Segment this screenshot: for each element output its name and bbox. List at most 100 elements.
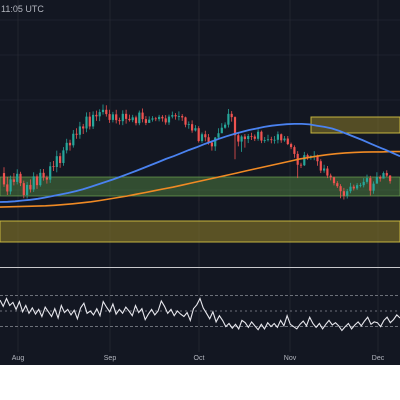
- candle-body: [263, 140, 266, 141]
- candle-body: [247, 136, 250, 140]
- candle-body: [121, 113, 124, 122]
- candle-body: [82, 126, 85, 129]
- candle-body: [243, 136, 246, 140]
- candlestick-chart: Aug Sep Oct Nov Dec: [0, 0, 400, 362]
- yellow-resistance-zone: [310, 116, 400, 134]
- candle-body: [9, 179, 12, 192]
- candle-body: [177, 116, 180, 117]
- candle-body: [227, 113, 230, 125]
- moving-average-fast-line: [0, 123, 400, 203]
- candle-body: [359, 185, 362, 186]
- candle-body: [197, 128, 200, 142]
- candle-body: [250, 136, 253, 137]
- candle-body: [290, 144, 293, 148]
- candle-body: [108, 114, 111, 120]
- candle-body: [6, 184, 9, 192]
- candle-body: [385, 173, 388, 176]
- candle-body: [266, 139, 270, 141]
- x-tick-label: Dec: [372, 355, 385, 362]
- candle-body: [220, 127, 223, 134]
- candle-body: [379, 177, 382, 179]
- candle-body: [35, 176, 39, 186]
- candle-body: [151, 118, 154, 120]
- candle-body: [125, 113, 128, 119]
- candle-body: [49, 166, 52, 180]
- candle-body: [326, 168, 329, 176]
- candle-body: [141, 112, 144, 120]
- candle-body: [303, 155, 306, 166]
- candle-body: [253, 136, 256, 139]
- candle-body: [382, 173, 385, 179]
- price-chart-panel[interactable]: Aug Sep Oct Nov Dec 11:05 UTC: [0, 0, 400, 365]
- candle-body: [200, 134, 204, 142]
- candle-body: [131, 117, 134, 121]
- candle-body: [214, 137, 217, 147]
- candle-body: [276, 134, 279, 140]
- candle-body: [365, 178, 369, 182]
- candle-body: [369, 178, 372, 191]
- candle-body: [148, 119, 151, 123]
- candle-body: [299, 164, 303, 166]
- candle-body: [158, 116, 161, 120]
- candle-body: [111, 114, 114, 120]
- candle-body: [336, 183, 339, 187]
- candle-body: [19, 173, 22, 184]
- x-tick-label: Oct: [194, 355, 205, 362]
- candle-body: [306, 155, 309, 158]
- candle-body: [171, 115, 174, 117]
- candle-body: [128, 118, 131, 121]
- candle-body: [39, 172, 42, 186]
- candle-body: [138, 112, 141, 124]
- candle-body: [164, 118, 167, 123]
- candle-body: [12, 179, 15, 182]
- candle-body: [349, 186, 352, 192]
- candle-body: [95, 114, 98, 117]
- candle-body: [92, 114, 95, 127]
- candle-body: [32, 176, 35, 190]
- candle-body: [319, 161, 322, 171]
- candle-body: [174, 115, 177, 117]
- candle-body: [65, 142, 68, 151]
- candle-body: [191, 124, 194, 131]
- x-tick-label: Sep: [104, 355, 117, 362]
- candle-body: [362, 181, 365, 186]
- candle-body: [118, 120, 121, 122]
- candle-body: [98, 112, 101, 117]
- candle-body: [29, 184, 32, 190]
- yellow-lower-zone: [0, 220, 400, 243]
- candle-body: [224, 124, 227, 128]
- candle-body: [161, 116, 164, 119]
- candle-body: [26, 184, 29, 195]
- candle-body: [356, 185, 359, 189]
- candle-body: [372, 183, 375, 191]
- candle-body: [45, 177, 48, 180]
- candle-body: [144, 119, 147, 123]
- candle-body: [16, 173, 19, 182]
- candle-body: [68, 142, 72, 146]
- candle-body: [115, 114, 118, 121]
- candle-body: [346, 191, 349, 196]
- candle-body: [293, 147, 296, 154]
- timestamp-label: 11:05 UTC: [1, 4, 44, 14]
- candle-body: [101, 109, 105, 113]
- candle-body: [332, 177, 336, 184]
- moving-average-slow-line: [0, 150, 400, 208]
- candle-body: [78, 126, 81, 135]
- candle-body: [154, 118, 157, 120]
- candle-body: [184, 117, 187, 125]
- candle-body: [204, 134, 207, 138]
- candle-body: [389, 175, 392, 182]
- candle-body: [2, 173, 6, 185]
- candle-body: [233, 117, 237, 136]
- candle-body: [329, 175, 332, 178]
- candle-body: [316, 155, 319, 162]
- candle-body: [230, 113, 233, 118]
- candle-body: [75, 133, 78, 135]
- candle-body: [375, 177, 378, 184]
- zones: [0, 116, 400, 243]
- candle-body: [283, 138, 286, 141]
- candle-body: [339, 186, 342, 192]
- candle-body: [88, 116, 91, 127]
- candle-body: [167, 116, 171, 123]
- candle-body: [240, 136, 243, 142]
